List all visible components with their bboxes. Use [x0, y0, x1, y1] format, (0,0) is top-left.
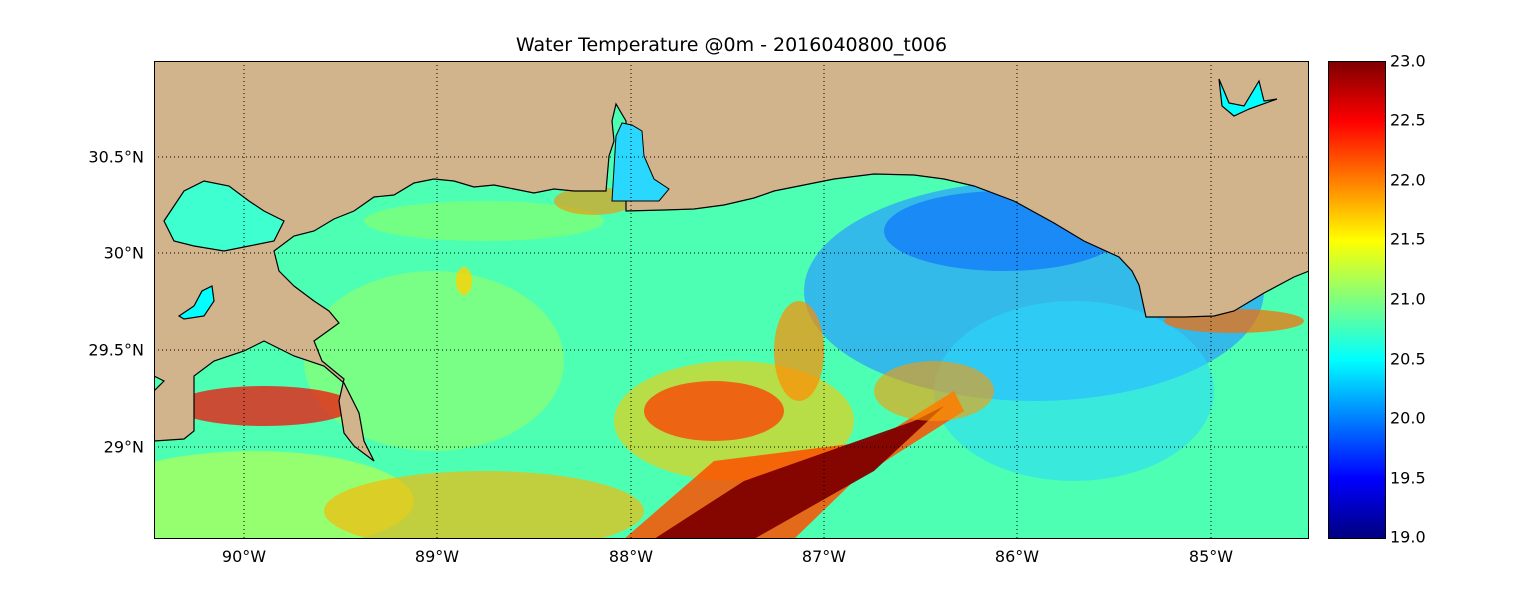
colorbar-tick-label: 22.0	[1390, 170, 1426, 190]
colorbar-tick-label: 23.0	[1390, 51, 1426, 71]
colorbar-tick-label: 21.5	[1390, 229, 1426, 249]
colorbar-tick-label: 19.5	[1390, 468, 1426, 488]
inland-lake	[1218, 78, 1278, 117]
y-tick-label: 30.5°N	[88, 147, 144, 167]
land-mass	[154, 61, 1309, 462]
colorbar-tick-label: 22.5	[1390, 110, 1426, 130]
colorbar	[1328, 61, 1386, 539]
map-title: Water Temperature @0m - 2016040800_t006	[515, 34, 948, 56]
y-tick-label: 29°N	[103, 437, 144, 457]
x-tick-label: 88°W	[608, 547, 654, 566]
mobile-bay	[611, 122, 670, 202]
temperature-field	[154, 181, 1304, 539]
lake-pontchartrain	[163, 180, 285, 252]
small-lake	[177, 285, 215, 320]
x-tick-label: 90°W	[221, 547, 267, 566]
x-tick-label: 89°W	[414, 547, 460, 566]
map-svg	[154, 61, 1309, 539]
colorbar-tick-label: 20.0	[1390, 408, 1426, 428]
y-tick-label: 29.5°N	[88, 340, 144, 360]
gridlines	[154, 61, 1309, 539]
x-tick-label: 85°W	[1188, 547, 1234, 566]
colorbar-tick-label: 19.0	[1390, 527, 1426, 547]
map-border	[154, 61, 1309, 539]
temperature-map[interactable]	[154, 61, 1309, 539]
x-tick-label: 86°W	[994, 547, 1040, 566]
x-tick-label: 87°W	[801, 547, 847, 566]
colorbar-tick-label: 20.5	[1390, 349, 1426, 369]
y-tick-label: 30°N	[103, 243, 144, 263]
colorbar-tick-label: 21.0	[1390, 289, 1426, 309]
